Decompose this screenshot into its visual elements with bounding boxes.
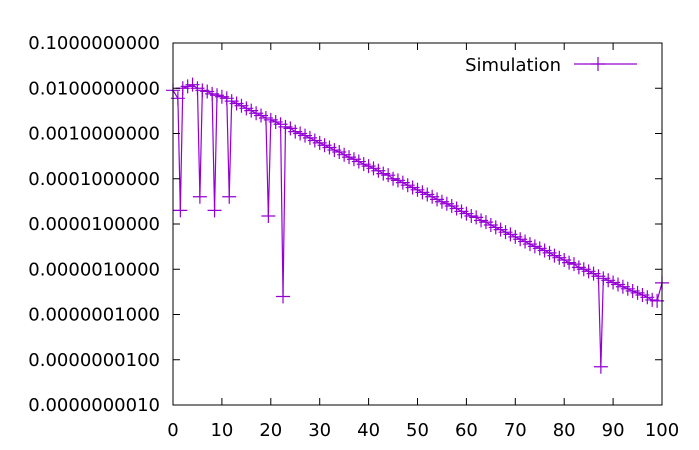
data-point-marker [222, 189, 237, 204]
y-tick-label: 0.1000000000 [28, 33, 160, 54]
plot-frame [172, 42, 663, 406]
x-tick-label: 20 [259, 420, 282, 441]
legend-marker [591, 57, 605, 71]
plot-area [166, 77, 669, 374]
data-point-marker [192, 189, 207, 204]
y-tick-label: 0.0000000100 [28, 350, 160, 371]
data-point-marker [261, 209, 276, 224]
series-line [172, 83, 663, 367]
y-tick-label: 0.0000000010 [28, 395, 160, 416]
x-axis: 0 10 20 30 40 50 60 70 80 90 100 [167, 43, 679, 441]
y-tick-label: 0.0000100000 [28, 214, 160, 235]
x-tick-label: 90 [602, 420, 625, 441]
x-tick-label: 40 [357, 420, 380, 441]
y-tick-label: 0.0000010000 [28, 259, 160, 280]
legend-label: Simulation [465, 55, 561, 76]
data-point-marker [593, 359, 608, 374]
x-tick-label: 30 [308, 420, 331, 441]
legend-plus-marker [591, 57, 605, 71]
x-tick-label: 60 [455, 420, 478, 441]
x-tick-label: 70 [504, 420, 527, 441]
x-tick-label: 50 [406, 420, 429, 441]
data-point-marker [207, 203, 222, 218]
y-tick-label: 0.0000001000 [28, 305, 160, 326]
data-point-marker [276, 289, 291, 304]
data-point-marker [173, 203, 188, 218]
y-tick-label: 0.0010000000 [28, 124, 160, 145]
x-tick-label: 80 [553, 420, 576, 441]
legend: Simulation [465, 55, 637, 76]
x-tick-label: 0 [167, 420, 178, 441]
y-tick-label: 0.0100000000 [28, 78, 160, 99]
x-tick-label: 10 [210, 420, 233, 441]
y-axis: 0.1000000000 0.0100000000 0.0010000000 0.00… [28, 33, 662, 416]
y-tick-label: 0.0001000000 [28, 169, 160, 190]
x-tick-label: 100 [645, 420, 679, 441]
